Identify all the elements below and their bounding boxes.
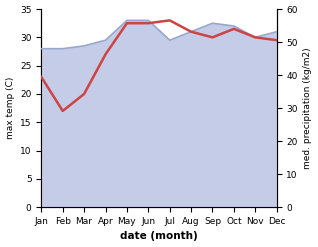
Y-axis label: max temp (C): max temp (C) — [5, 77, 15, 139]
X-axis label: date (month): date (month) — [120, 231, 198, 242]
Y-axis label: med. precipitation (kg/m2): med. precipitation (kg/m2) — [303, 47, 313, 169]
